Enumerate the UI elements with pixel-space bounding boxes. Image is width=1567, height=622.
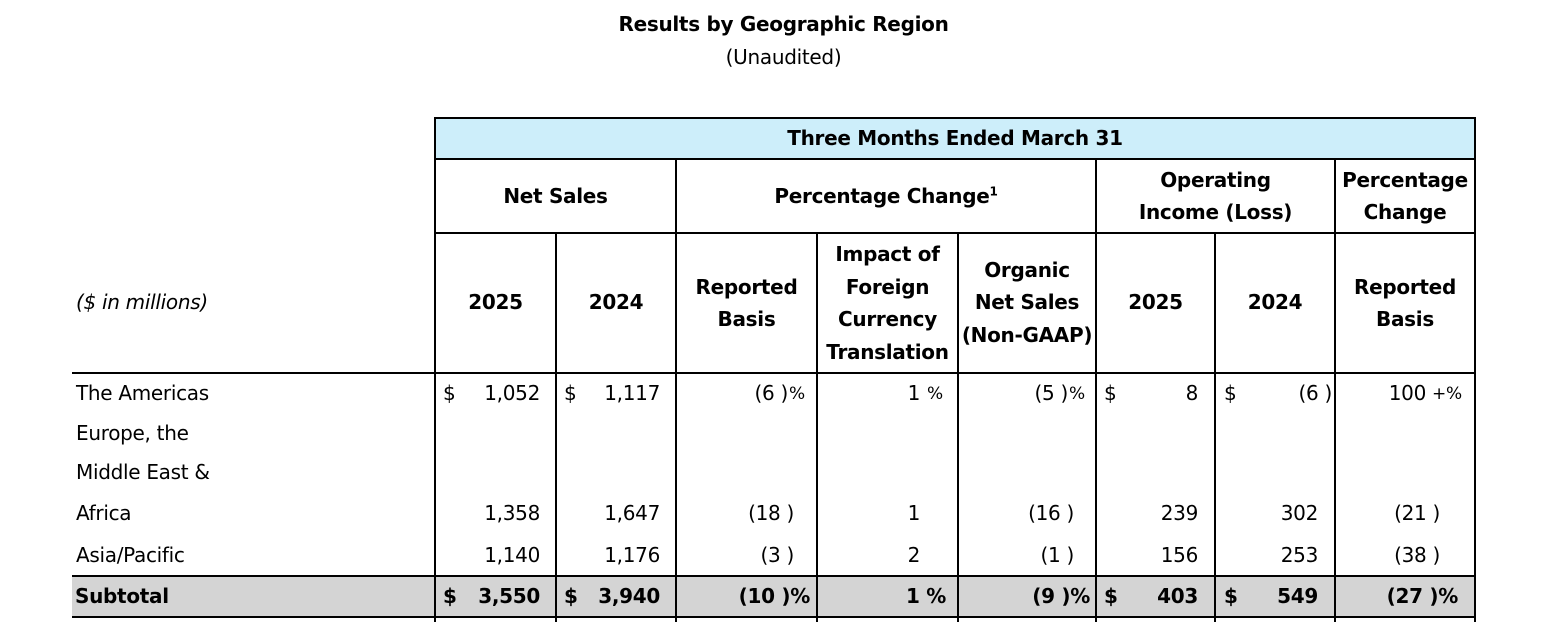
net-sales-header: Net Sales (503, 184, 608, 208)
net-sales-2024-header: 2024 (588, 290, 644, 314)
percent-sign: % (927, 384, 943, 404)
oi-change: (27 )% (1386, 584, 1459, 608)
oi-change: (21 ) (1394, 501, 1440, 525)
row-label-line1: Europe, the (76, 421, 189, 445)
percent-sign: % (1069, 384, 1085, 404)
op-income-2025: 239 (1160, 501, 1199, 525)
footnote-marker: 1 (989, 184, 998, 199)
report-title: Results by Geographic Region (618, 12, 949, 36)
grid-line (72, 575, 1476, 577)
net-sales-2025-header: 2025 (468, 290, 523, 314)
organic-header-line3: (Non-GAAP) (961, 323, 1093, 347)
impact-fx-header-line1: Impact of (835, 242, 940, 266)
grid-line (72, 616, 1476, 618)
currency-symbol: $ (1104, 584, 1118, 608)
units-label: ($ in millions) (76, 290, 208, 314)
impact-fx: 1 (907, 501, 921, 525)
period-header: Three Months Ended March 31 (787, 126, 1123, 150)
grid-line (675, 158, 677, 622)
op-income-2024-header: 2024 (1247, 290, 1303, 314)
grid-line (1474, 117, 1476, 622)
grid-line (1214, 232, 1216, 622)
net-sales-2024: 3,940 (598, 584, 660, 608)
impact-fx: 1 % (905, 584, 946, 608)
percent-sign: +% (1432, 384, 1462, 404)
row-label: The Americas (76, 381, 209, 405)
impact-fx: 2 (907, 543, 921, 567)
impact-fx: 1 (907, 381, 921, 405)
row-label-line2: Middle East & (76, 460, 210, 484)
currency-symbol: $ (564, 584, 578, 608)
net-sales-2025: 1,140 (484, 543, 540, 567)
op-income-2024: (6 ) (1298, 381, 1333, 405)
grid-line (434, 117, 1476, 119)
pct-change2-header-line1: Percentage (1342, 168, 1468, 192)
currency-symbol: $ (443, 381, 456, 405)
reported-basis-header-line1: Reported (695, 275, 798, 299)
percent-sign: % (789, 384, 805, 404)
organic-net-sales: (16 ) (1028, 501, 1074, 525)
reported-basis: (6 ) (754, 381, 789, 405)
reported-basis: (10 )% (738, 584, 811, 608)
reported-basis: (3 ) (760, 543, 795, 567)
currency-symbol: $ (1104, 381, 1117, 405)
grid-line (1095, 158, 1097, 622)
grid-line (434, 117, 436, 622)
oi-change: 100 (1388, 381, 1427, 405)
oi-reported-header-line2: Basis (1376, 307, 1434, 331)
grid-line (72, 372, 1476, 374)
organic-net-sales: (9 )% (1032, 584, 1090, 608)
op-income-2024: 549 (1277, 584, 1318, 608)
organic-header-line2: Net Sales (974, 290, 1080, 314)
op-income-2024: 302 (1280, 501, 1319, 525)
grid-line (434, 158, 1476, 160)
pct-change2-header-line2: Change (1363, 200, 1447, 224)
grid-line (816, 232, 818, 622)
net-sales-2024: 1,176 (604, 543, 660, 567)
row-label: Asia/Pacific (76, 543, 185, 567)
pct-change-header: Percentage Change1 (774, 184, 998, 208)
net-sales-2025: 1,358 (484, 501, 540, 525)
op-income-header-line1: Operating (1160, 168, 1271, 192)
currency-symbol: $ (443, 584, 457, 608)
currency-symbol: $ (1224, 584, 1238, 608)
reported-basis-header-line2: Basis (717, 307, 776, 331)
oi-reported-header-line1: Reported (1354, 275, 1456, 299)
grid-line (1334, 158, 1336, 622)
period-header-fill (435, 118, 1475, 158)
subtotal-row-fill (72, 576, 1475, 617)
net-sales-2025: 1,052 (484, 381, 540, 405)
op-income-2025: 156 (1160, 543, 1199, 567)
oi-change: (38 ) (1394, 543, 1440, 567)
row-label-line3: Africa (76, 501, 132, 525)
op-income-header-line2: Income (Loss) (1138, 200, 1293, 224)
reported-basis: (18 ) (748, 501, 794, 525)
report-subtitle: (Unaudited) (725, 45, 842, 69)
op-income-2025-header: 2025 (1128, 290, 1183, 314)
op-income-2025: 8 (1185, 381, 1199, 405)
grid-line (957, 232, 959, 622)
currency-symbol: $ (564, 381, 577, 405)
net-sales-2024: 1,647 (604, 501, 660, 525)
organic-net-sales: (5 ) (1034, 381, 1069, 405)
grid-line (434, 232, 1476, 234)
currency-symbol: $ (1224, 381, 1237, 405)
net-sales-2024: 1,117 (604, 381, 660, 405)
net-sales-2025: 3,550 (478, 584, 540, 608)
impact-fx-header-line4: Translation (826, 340, 949, 364)
grid-line (555, 232, 557, 622)
impact-fx-header-line3: Currency (838, 307, 937, 331)
impact-fx-header-line2: Foreign (845, 275, 930, 299)
row-label: Subtotal (75, 584, 169, 608)
op-income-2025: 403 (1157, 584, 1198, 608)
op-income-2024: 253 (1280, 543, 1319, 567)
organic-net-sales: (1 ) (1040, 543, 1075, 567)
organic-header-line1: Organic (984, 258, 1070, 282)
